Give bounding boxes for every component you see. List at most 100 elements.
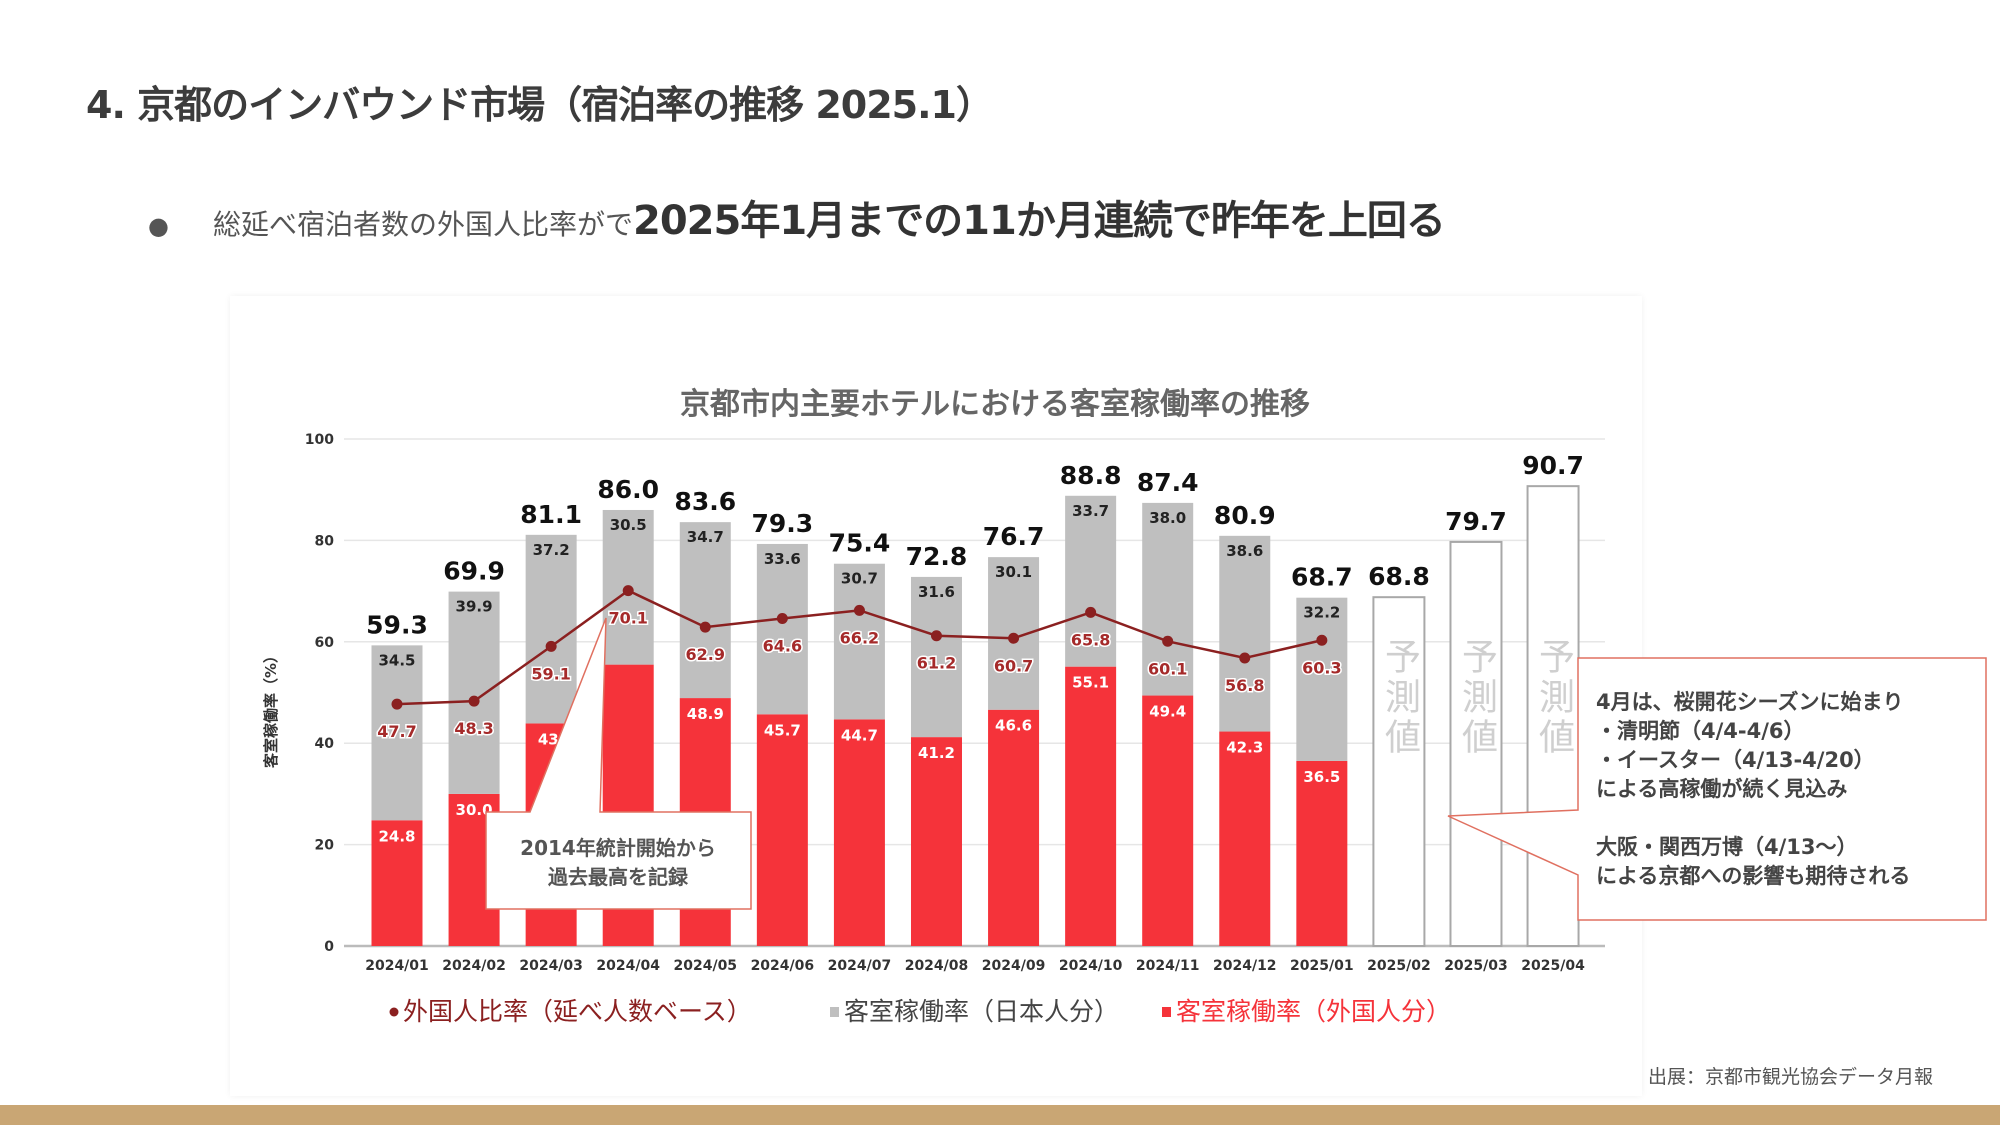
foreign-value-label: 46.6 — [995, 717, 1032, 735]
foreign-value-label: 41.2 — [918, 744, 955, 762]
japanese-value-label: 30.1 — [995, 563, 1032, 581]
callout-april-forecast-text: ・イースター（4/13-4/20） — [1596, 748, 1875, 772]
total-value-label: 68.7 — [1291, 563, 1353, 592]
total-value-label: 81.1 — [520, 500, 582, 529]
total-value-label: 75.4 — [829, 529, 891, 558]
y-tick-label: 20 — [315, 838, 335, 854]
japanese-value-label: 31.6 — [918, 583, 955, 601]
callout-record-high-text: 過去最高を記録 — [548, 865, 689, 889]
foreign-value-label: 48.9 — [687, 705, 724, 723]
japanese-bar — [371, 645, 423, 821]
legend-label: 客室稼働率（外国人分） — [1176, 997, 1451, 1026]
ratio-value-label: 70.1 — [608, 609, 647, 628]
callout-record-high-text: 2014年統計開始から — [520, 836, 716, 860]
japanese-value-label: 37.2 — [533, 541, 570, 559]
bullet-strong-text: 2025年1月までの11か月連続で昨年を上回る — [633, 198, 1446, 244]
x-tick-label: 2025/02 — [1367, 958, 1431, 974]
source-note: 出展：京都市観光協会データ月報 — [1648, 1066, 1934, 1088]
ratio-point — [1162, 635, 1174, 647]
x-tick-label: 2025/01 — [1290, 958, 1354, 974]
x-tick-label: 2024/09 — [982, 958, 1046, 974]
foreign-bar — [910, 737, 962, 946]
japanese-value-label: 33.6 — [764, 550, 801, 568]
y-tick-label: 0 — [324, 939, 334, 955]
legend-label: 外国人比率（延べ人数ベース） — [403, 997, 752, 1026]
ratio-point — [930, 630, 942, 642]
total-value-label: 79.3 — [752, 509, 814, 538]
japanese-bar — [1065, 495, 1117, 667]
japanese-bar — [756, 543, 808, 715]
foreign-bar — [833, 719, 885, 946]
callout-april-forecast — [1447, 657, 1987, 921]
total-value-label: 80.9 — [1214, 501, 1276, 530]
foreign-value-label: 44.7 — [841, 726, 878, 744]
japanese-value-label: 30.7 — [841, 570, 878, 588]
x-tick-label: 2024/08 — [905, 958, 969, 974]
japanese-bar — [1142, 502, 1194, 696]
total-value-label: 90.7 — [1522, 451, 1584, 480]
x-tick-label: 2024/01 — [365, 958, 429, 974]
total-value-label: 83.6 — [674, 487, 736, 516]
foreign-bar — [1142, 695, 1194, 946]
ratio-point — [1239, 652, 1251, 664]
callout-april-forecast-text: による京都への影響も期待される — [1596, 864, 1910, 888]
legend-marker-icon — [830, 1007, 839, 1017]
japanese-bar — [448, 591, 500, 794]
ratio-value-label: 60.7 — [994, 656, 1033, 675]
japanese-bar — [833, 563, 885, 720]
x-tick-label: 2024/06 — [751, 958, 815, 974]
legend-label: 客室稼働率（日本人分） — [844, 997, 1119, 1026]
japanese-value-label: 30.5 — [610, 516, 647, 534]
x-tick-label: 2024/12 — [1213, 958, 1277, 974]
total-value-label: 88.8 — [1060, 461, 1122, 490]
bottom-band — [0, 1105, 2000, 1125]
japanese-value-label: 38.0 — [1149, 509, 1186, 527]
x-tick-label: 2025/04 — [1521, 958, 1585, 974]
legend-marker-icon — [1162, 1007, 1171, 1017]
ratio-value-label: 56.8 — [1225, 676, 1264, 695]
japanese-value-label: 33.7 — [1072, 502, 1109, 520]
bullet-point: ● 総延べ宿泊者数の外国人比率がで2025年1月までの11か月連続で昨年を上回る — [148, 188, 1446, 246]
foreign-bar — [1219, 731, 1271, 946]
x-tick-label: 2024/10 — [1059, 958, 1123, 974]
y-tick-label: 60 — [315, 635, 335, 651]
y-axis-label: 客室稼働率（%） — [262, 648, 280, 769]
total-value-label: 68.8 — [1368, 562, 1430, 591]
ratio-point — [622, 585, 634, 597]
japanese-bar — [1219, 535, 1271, 732]
total-value-label: 79.7 — [1445, 507, 1507, 536]
ratio-value-label: 61.2 — [917, 654, 956, 673]
total-value-label: 86.0 — [597, 475, 659, 504]
foreign-bar — [756, 714, 808, 946]
x-tick-label: 2024/05 — [673, 958, 737, 974]
x-tick-label: 2024/02 — [442, 958, 506, 974]
ratio-value-label: 60.1 — [1148, 659, 1187, 678]
callout-april-forecast-text: 4月は、桜開花シーズンに始まり — [1596, 690, 1904, 714]
y-tick-label: 80 — [315, 533, 335, 549]
ratio-point — [699, 621, 711, 633]
foreign-bar — [1296, 760, 1348, 946]
ratio-value-label: 65.8 — [1071, 630, 1110, 649]
japanese-bar — [910, 576, 962, 738]
ratio-value-label: 47.7 — [377, 722, 416, 741]
ratio-point — [1085, 606, 1097, 618]
foreign-value-label: 30.0 — [456, 801, 493, 819]
x-tick-label: 2025/03 — [1444, 958, 1508, 974]
chart-title: 京都市内主要ホテルにおける客室稼働率の推移 — [680, 387, 1310, 422]
foreign-value-label: 45.7 — [764, 721, 801, 739]
ratio-point — [853, 604, 865, 616]
ratio-point — [776, 612, 788, 624]
x-tick-label: 2024/04 — [596, 958, 660, 974]
total-value-label: 59.3 — [366, 610, 428, 639]
japanese-value-label: 32.2 — [1303, 604, 1340, 622]
callout-april-forecast-text: による高稼働が続く見込み — [1596, 777, 1847, 801]
japanese-value-label: 34.7 — [687, 528, 724, 546]
forecast-bar — [1449, 540, 1503, 948]
japanese-bar — [679, 522, 731, 699]
ratio-point — [391, 698, 403, 710]
japanese-value-label: 34.5 — [378, 651, 415, 669]
total-value-label: 87.4 — [1137, 468, 1199, 497]
x-tick-label: 2024/11 — [1136, 958, 1200, 974]
ratio-point — [1316, 634, 1328, 646]
